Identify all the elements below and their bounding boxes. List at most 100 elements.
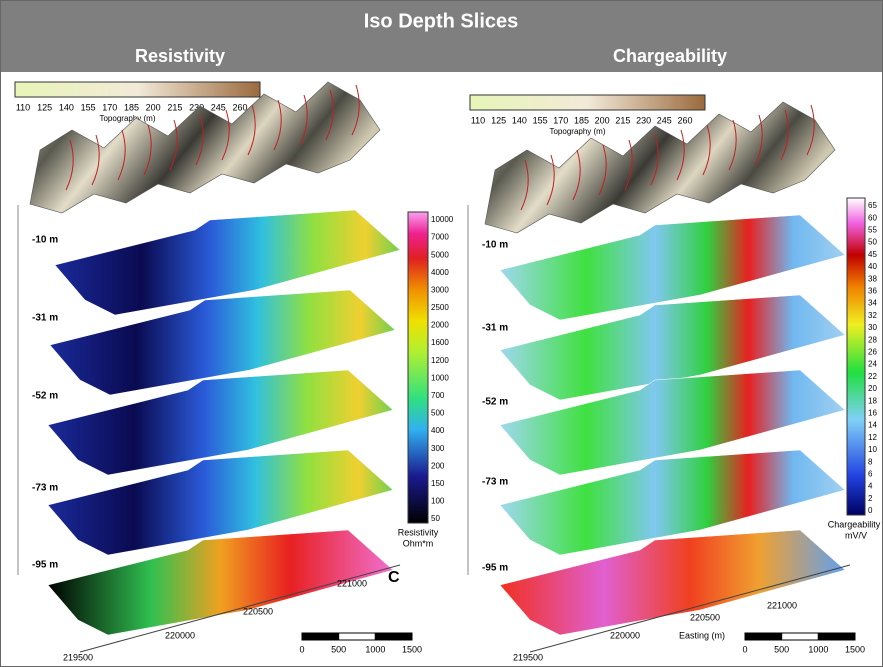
easting-tick: 219500: [63, 652, 93, 662]
colorbar-tick: 4000: [431, 268, 449, 277]
colorbar-tick: 6: [868, 470, 873, 479]
colorbar-tick: 22: [868, 372, 877, 381]
topography-tick: 215: [615, 115, 630, 125]
scale-label: 1500: [845, 644, 865, 654]
scale-label: 1000: [365, 644, 385, 654]
colorbar-tick: 14: [868, 421, 877, 430]
colorbar-tick: 3000: [431, 285, 449, 294]
colorbar-tick: 2500: [431, 303, 449, 312]
scale-label: 500: [774, 644, 789, 654]
colorbar-tick: 7000: [431, 233, 449, 242]
colorbar-tick: 150: [431, 479, 445, 488]
colorbar-tick: 300: [431, 444, 445, 453]
annotation: C: [388, 569, 400, 586]
topography-tick: 200: [146, 102, 161, 112]
easting-label: Easting (m): [679, 630, 725, 640]
colorbar-tick: 28: [868, 335, 877, 344]
colorbar-title: Chargeability: [828, 519, 881, 529]
colorbar-tick: 36: [868, 287, 877, 296]
topography-tick: 245: [211, 102, 226, 112]
topography-tick: 185: [574, 115, 589, 125]
colorbar-tick: 55: [868, 226, 877, 235]
colorbar-tick: 0: [868, 506, 873, 515]
colorbar-unit: mV/V: [845, 530, 867, 540]
easting-tick: 221000: [767, 600, 797, 610]
scale-segment: [302, 633, 339, 640]
scale-label: 500: [331, 644, 346, 654]
depth-label: -73 m: [482, 477, 508, 488]
topography-label: Topography (m): [99, 114, 155, 123]
colorbar-tick: 45: [868, 250, 877, 259]
easting-tick: 220000: [165, 630, 195, 640]
easting-tick: 219500: [513, 652, 543, 662]
topography-tick: 170: [102, 102, 117, 112]
figure-title: Iso Depth Slices: [364, 10, 519, 32]
topography-tick: 215: [167, 102, 182, 112]
colorbar-tick: 32: [868, 311, 877, 320]
topography-tick: 200: [595, 115, 610, 125]
depth-label: -52 m: [482, 397, 508, 408]
topography-tick: 260: [232, 102, 247, 112]
topography-tick: 125: [491, 115, 506, 125]
depth-label: -95 m: [482, 563, 508, 574]
colorbar-tick: 700: [431, 391, 445, 400]
colorbar-tick: 34: [868, 299, 877, 308]
topography-tick: 245: [657, 115, 672, 125]
depth-label: -73 m: [32, 483, 58, 494]
topography-tick: 110: [471, 115, 485, 125]
panel-title: Chargeability: [613, 46, 727, 66]
topography-tick: 155: [81, 102, 96, 112]
easting-tick: 220500: [690, 612, 720, 622]
depth-label: -52 m: [32, 391, 58, 402]
scale-segment: [375, 633, 412, 640]
colorbar-tick: 26: [868, 348, 877, 357]
colorbar-tick: 1600: [431, 338, 449, 347]
colorbar-tick: 30: [868, 323, 877, 332]
topography-tick: 140: [59, 102, 74, 112]
colorbar-tick: 2: [868, 494, 873, 503]
topography-tick: 155: [533, 115, 548, 125]
colorbar-tick: 65: [868, 201, 877, 210]
scale-segment: [745, 633, 782, 640]
depth-label: -95 m: [32, 560, 58, 571]
panel-title: Resistivity: [135, 46, 225, 66]
topography-tick: 260: [677, 115, 692, 125]
depth-label: -31 m: [32, 313, 58, 324]
colorbar-tick: 50: [431, 514, 440, 523]
colorbar-tick: 8: [868, 457, 873, 466]
topography-tick: 185: [124, 102, 139, 112]
scale-label: 1000: [808, 644, 828, 654]
scale-label: 1500: [402, 644, 422, 654]
colorbar-tick: 5000: [431, 250, 449, 259]
colorbar-tick: 40: [868, 262, 877, 271]
colorbar-tick: 1000: [431, 373, 449, 382]
value-colorbar: [847, 198, 865, 515]
colorbar-tick: 38: [868, 274, 877, 283]
easting-tick: 220000: [610, 630, 640, 640]
topography-colorbar: [15, 82, 260, 97]
colorbar-tick: 16: [868, 409, 877, 418]
scale-label: 0: [299, 644, 304, 654]
scale-segment: [818, 633, 855, 640]
colorbar-unit: Ohm*m: [403, 538, 434, 548]
depth-label: -10 m: [482, 240, 508, 251]
topography-label: Topography (m): [549, 127, 605, 136]
scale-segment: [782, 633, 819, 640]
colorbar-tick: 18: [868, 396, 877, 405]
depth-label: -10 m: [32, 235, 58, 246]
colorbar-tick: 10: [868, 445, 877, 454]
colorbar-tick: 4: [868, 482, 873, 491]
colorbar-tick: 400: [431, 426, 445, 435]
colorbar-tick: 200: [431, 461, 445, 470]
value-colorbar: [408, 212, 428, 523]
easting-tick: 220500: [243, 606, 273, 616]
colorbar-tick: 20: [868, 384, 877, 393]
easting-tick: 221000: [337, 578, 367, 588]
colorbar-tick: 1200: [431, 356, 449, 365]
depth-label: -31 m: [482, 323, 508, 334]
topography-tick: 140: [512, 115, 527, 125]
topography-tick: 110: [16, 102, 30, 112]
colorbar-tick: 100: [431, 497, 445, 506]
topography-tick: 125: [37, 102, 52, 112]
colorbar-tick: 10000: [431, 215, 454, 224]
